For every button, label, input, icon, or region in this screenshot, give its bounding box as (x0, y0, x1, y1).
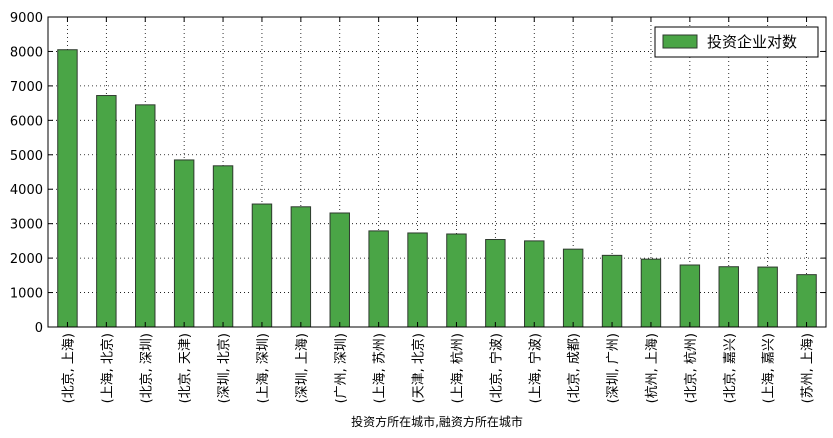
bar (135, 104, 156, 328)
x-tick-label: (北京, 成都) (567, 333, 582, 403)
bar (524, 240, 545, 328)
bar (251, 203, 273, 328)
y-tick-label: 3000 (10, 218, 43, 233)
bar (212, 165, 234, 328)
bar (601, 254, 623, 328)
x-tick-label: (北京, 宁波) (488, 333, 504, 403)
x-tick-labels: (北京, 上海) (上海, 北京) (北京, 深圳) (北京, 天津) (深圳, 北京)… (61, 333, 815, 403)
x-tick-label: (北京, 天津) (178, 333, 193, 403)
x-tick-label: (北京, 嘉兴) (723, 333, 738, 403)
x-tick-label: (深圳, 广州) (606, 333, 621, 403)
bar (407, 232, 428, 328)
x-tick-label: (广州, 深圳) (334, 333, 349, 403)
y-tick-label: 9000 (10, 11, 43, 26)
y-tick-label: 0 (35, 321, 43, 336)
y-tick-label: 7000 (10, 80, 43, 95)
y-tick-label: 1000 (10, 287, 43, 302)
x-tick-label: (上海, 苏州) (372, 333, 388, 403)
bar (96, 95, 117, 328)
bar (368, 230, 389, 328)
bar (562, 248, 584, 328)
legend-label: 投资企业对数 (707, 33, 797, 51)
axis-ticks (48, 16, 826, 328)
x-tick-label: (深圳, 北京) (217, 333, 232, 403)
x-tick-label: (北京, 杭州) (684, 333, 699, 403)
x-tick-label: (苏州, 上海) (800, 333, 816, 403)
grid-lines (48, 17, 826, 327)
bar (757, 266, 778, 328)
x-tick-label: (上海, 宁波) (527, 333, 543, 403)
x-tick-label: (上海, 嘉兴) (762, 333, 777, 403)
y-tick-labels: 0 1000 2000 3000 4000 5000 6000 7000 8000 9000 (10, 11, 43, 336)
bar (329, 212, 350, 328)
x-tick-label: (上海, 深圳) (256, 333, 271, 403)
x-tick-label: (上海, 杭州) (450, 333, 465, 403)
x-tick-label: (北京, 深圳) (139, 333, 154, 403)
legend-swatch (662, 34, 698, 49)
x-tick-label: (天津, 北京) (412, 333, 427, 403)
y-tick-label: 8000 (10, 45, 43, 60)
plot-frame (47, 16, 827, 328)
y-tick-label: 5000 (10, 149, 43, 164)
y-tick-label: 2000 (10, 252, 43, 267)
bars (57, 49, 817, 328)
bar (679, 264, 701, 328)
bar (485, 239, 506, 328)
x-tick-label: (上海, 北京) (100, 333, 115, 403)
y-tick-label: 4000 (10, 183, 43, 198)
bar (796, 274, 817, 328)
x-tick-label: (深圳, 上海) (295, 333, 310, 403)
x-axis-label: 投资方所在城市,融资方所在城市 (351, 414, 523, 429)
x-tick-label: (杭州, 上海) (645, 333, 660, 403)
bar (57, 49, 78, 328)
x-tick-label: (北京, 上海) (61, 333, 76, 403)
bar (290, 206, 312, 328)
bar (640, 258, 662, 328)
bar (718, 266, 739, 328)
y-tick-label: 6000 (10, 114, 43, 129)
bar (446, 233, 467, 328)
legend: 投资企业对数 (654, 26, 819, 58)
bar (173, 159, 195, 328)
